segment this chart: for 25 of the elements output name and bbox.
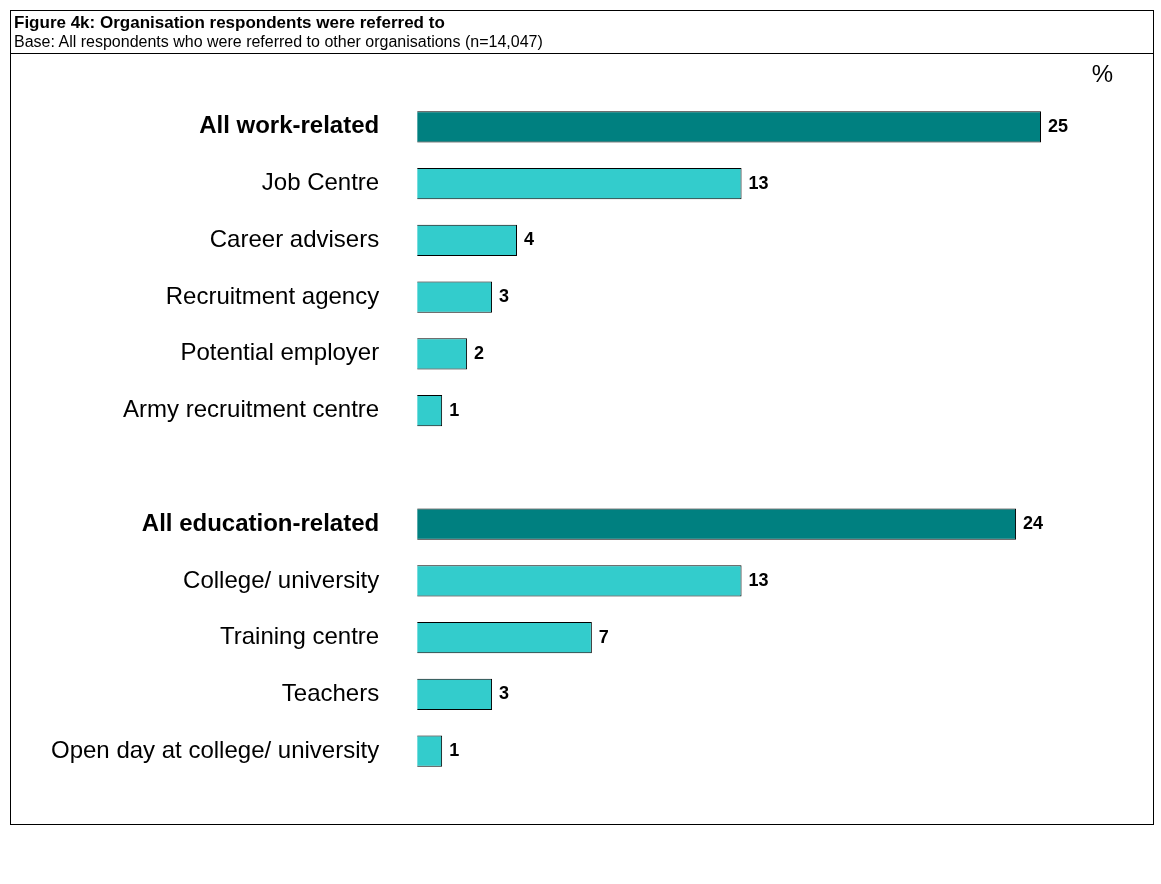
y-tick-label: Job Centre [261,168,380,196]
y-tick-label: Training centre [220,622,380,650]
data-label: 24 [1023,513,1044,534]
data-label: 25 [1048,115,1069,136]
y-tick-label: Recruitment agency [165,281,380,309]
data-label: 13 [748,172,769,193]
y-tick-label: All education-related [141,508,380,536]
data-label: 3 [499,286,510,307]
data-label: 13 [748,569,769,590]
y-tick-label: Potential employer [180,338,380,366]
data-label: 2 [474,342,485,363]
text: % [1091,60,1113,88]
y-tick-label: Career advisers [209,224,380,252]
data-label: 1 [449,399,460,420]
data-label: 3 [499,683,510,704]
text: Figure 4k: Organisation respondents were referred to [14,13,446,33]
text: Base: All respondents who were referred to other organisations (n=14,047) [14,33,544,51]
y-tick-label: All work-related [199,111,380,139]
data-label: 1 [449,740,460,761]
data-label: 4 [523,229,535,250]
y-tick-label: Teachers [281,679,380,707]
y-tick-label: Army recruitment centre [123,395,380,423]
data-label: 7 [598,626,609,647]
y-tick-label: College/ university [183,565,380,593]
y-tick-label: Open day at college/ university [51,735,380,763]
